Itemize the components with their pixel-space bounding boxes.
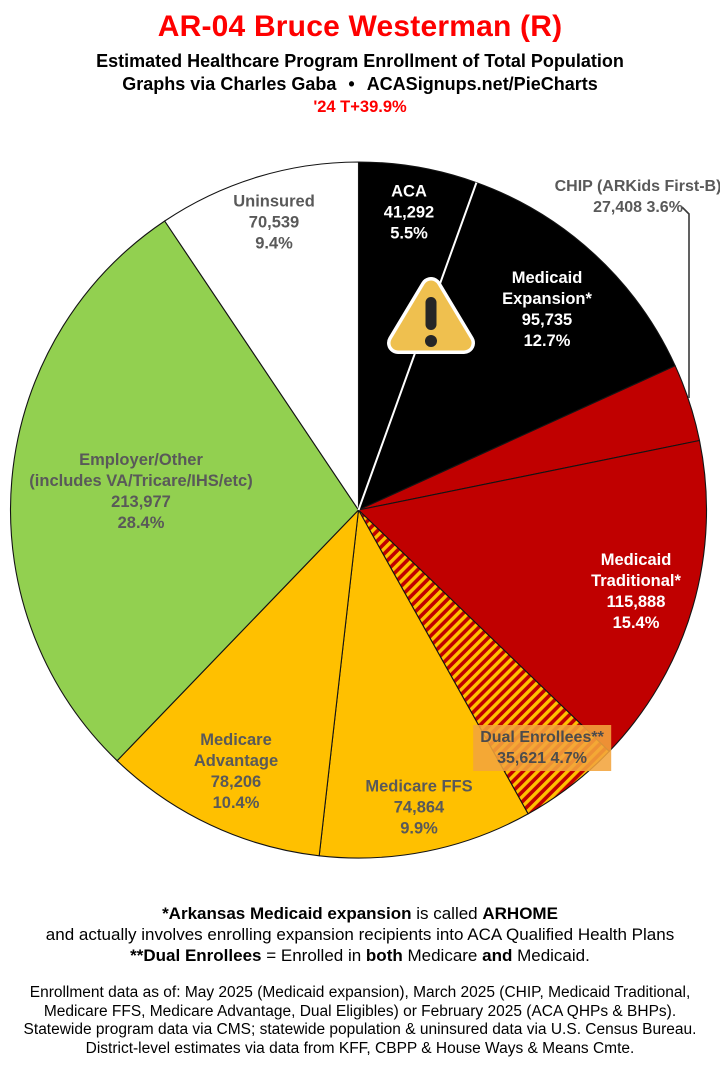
footnote-bold: **Dual Enrollees <box>130 946 262 965</box>
label-line: 5.5% <box>390 224 428 243</box>
label-line: Medicaid <box>511 269 583 287</box>
label-uninsured: Uninsured 70,539 9.4% <box>233 192 315 255</box>
label-line: Traditional* <box>591 572 681 590</box>
label-line: Dual Enrollees** <box>480 729 604 746</box>
label-dual-enrollees: Dual Enrollees** 35,621 4.7% <box>473 725 611 771</box>
growth-note: '24 T+39.9% <box>313 98 407 116</box>
warning-icon <box>387 277 475 354</box>
chip-leader-line <box>681 206 690 398</box>
label-line: ACA <box>391 182 427 201</box>
label-medicare-advantage: Medicare Advantage 78,206 10.4% <box>194 730 278 814</box>
label-medicaid-traditional: Medicaid Traditional* 115,888 15.4% <box>591 550 681 634</box>
label-aca: ACA 41,292 5.5% <box>384 182 434 245</box>
source-note: Enrollment data as of: May 2025 (Medicai… <box>0 984 720 1058</box>
footnote-bold: both <box>365 946 403 965</box>
label-line: Advantage <box>193 752 279 770</box>
label-line: 115,888 <box>606 593 666 611</box>
pie-slice-medicare-advantage <box>116 509 360 857</box>
label-line: Medicaid <box>600 551 672 569</box>
footnote-text: is called <box>411 904 483 923</box>
label-employer-other: Employer/Other (includes VA/Tricare/IHS/… <box>29 450 252 534</box>
byline-credit: Graphs via Charles Gaba <box>122 74 337 94</box>
label-medicaid-expansion: Medicaid Expansion* 95,735 12.7% <box>502 268 592 352</box>
footnote-bold: and <box>482 946 513 965</box>
source-line: Enrollment data as of: May 2025 (Medicai… <box>29 984 691 1001</box>
page-title: AR-04 Bruce Westerman (R) <box>157 10 563 43</box>
label-line: 70,539 <box>248 213 300 232</box>
source-line: Medicare FFS, Medicare Advantage, Dual E… <box>43 1002 677 1020</box>
byline-site: ACASignups.net/PieCharts <box>366 74 598 94</box>
label-line: 28.4% <box>117 514 165 532</box>
label-line: 27,408 3.6% <box>593 199 683 216</box>
subtitle: Estimated Healthcare Program Enrollment … <box>96 51 624 71</box>
footnote-arhome: *Arkansas Medicaid expansion is called A… <box>0 903 720 924</box>
source-line: Statewide program data via CMS; statewid… <box>23 1021 697 1038</box>
header: AR-04 Bruce Westerman (R) Estimated Heal… <box>0 0 720 117</box>
footnote-text: Medicaid. <box>512 946 590 965</box>
pie-slice-employer-other <box>9 220 360 762</box>
label-line: Medicare FFS <box>365 777 473 796</box>
label-line: 41,292 <box>383 203 435 222</box>
source-line: District-level estimates via data from K… <box>85 1039 635 1057</box>
footnote-text: Medicare <box>402 946 483 965</box>
footnote-arhome-cont: and actually involves enrolling expansio… <box>45 925 675 944</box>
footnote-bold: *Arkansas Medicaid expansion <box>162 904 412 923</box>
label-line: 9.4% <box>255 234 293 253</box>
bullet-separator-icon: • <box>348 74 355 94</box>
label-medicare-ffs: Medicare FFS 74,864 9.9% <box>365 777 472 840</box>
label-line: 35,621 4.7% <box>497 750 587 767</box>
label-line: 95,735 <box>521 311 573 329</box>
label-line: 15.4% <box>612 614 660 632</box>
label-line: 74,864 <box>393 798 445 817</box>
label-line: CHIP (ARKids First-B) <box>554 178 720 195</box>
byline: Graphs via Charles Gaba • ACASignups.net/P… <box>0 73 720 96</box>
label-line: 10.4% <box>212 794 260 812</box>
pie-slice-medicaid-traditional <box>357 439 708 752</box>
label-line: Uninsured <box>233 192 315 211</box>
label-chip: CHIP (ARKids First-B) 27,408 3.6% <box>555 176 720 218</box>
pie-slice-uninsured <box>164 161 360 511</box>
label-line: 78,206 <box>210 773 262 791</box>
label-line: Medicare <box>200 731 272 749</box>
pie-slice-medicaid-expansion <box>357 182 676 511</box>
label-line: (includes VA/Tricare/IHS/etc) <box>29 472 253 490</box>
footnote-text: = Enrolled in <box>261 946 366 965</box>
label-line: Expansion* <box>502 290 592 308</box>
label-line: 9.9% <box>400 819 438 838</box>
label-line: 12.7% <box>523 332 571 350</box>
label-line: Employer/Other <box>79 451 203 469</box>
footnote-bold: ARHOME <box>482 904 558 923</box>
label-line: 213,977 <box>111 493 171 511</box>
footnote-dual: **Dual Enrollees = Enrolled in both Medi… <box>0 945 720 966</box>
footnotes: *Arkansas Medicaid expansion is called A… <box>0 903 720 966</box>
